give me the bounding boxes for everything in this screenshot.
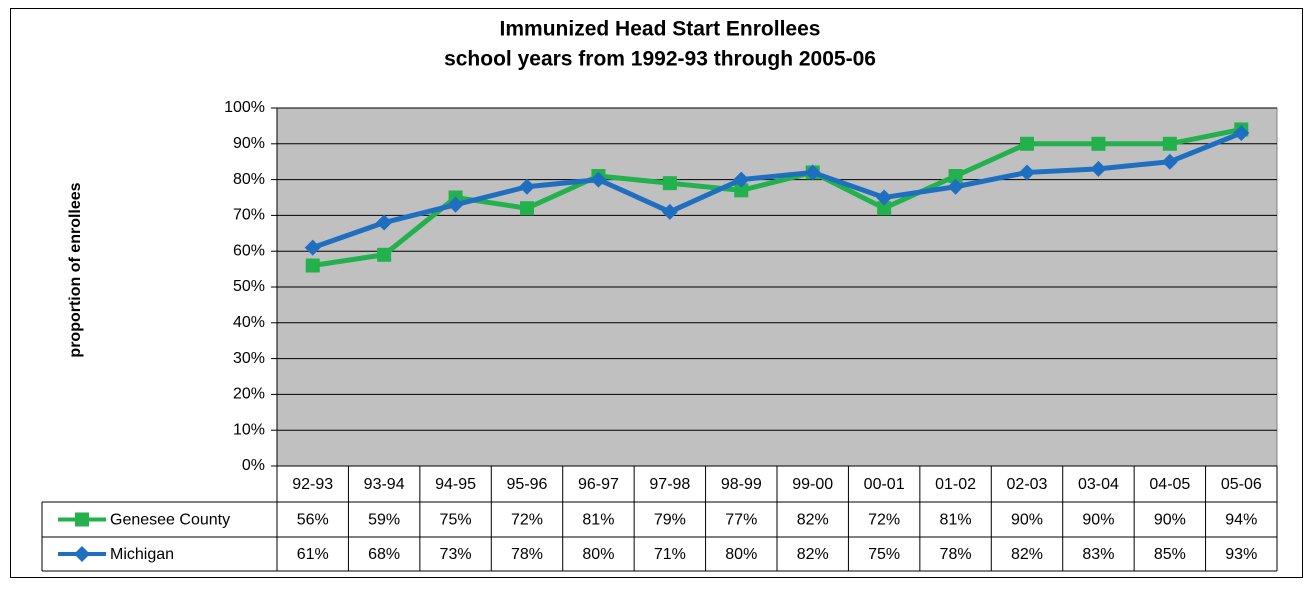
- table-value: 93%: [1225, 546, 1257, 563]
- x-tick-label: 99-00: [792, 476, 833, 493]
- y-tick-label: 80%: [233, 171, 265, 188]
- y-axis-label: proportion of enrollees: [67, 182, 84, 357]
- table-value: 79%: [654, 512, 686, 529]
- x-tick-label: 94-95: [435, 476, 476, 493]
- marker: [520, 201, 534, 216]
- table-value: 68%: [368, 546, 400, 563]
- marker: [1019, 164, 1035, 181]
- table-value: 90%: [1154, 512, 1186, 529]
- table-value: 75%: [440, 512, 472, 529]
- marker: [1090, 160, 1107, 177]
- marker: [304, 239, 321, 256]
- table-value: 61%: [297, 546, 329, 563]
- y-tick-label: 100%: [224, 99, 265, 116]
- marker: [305, 258, 320, 273]
- table-value: 78%: [940, 546, 972, 563]
- chart-title: Immunized Head Start Enrollees: [500, 18, 821, 41]
- table-value: 72%: [868, 512, 900, 529]
- marker: [1161, 153, 1178, 170]
- marker: [75, 512, 89, 527]
- marker: [877, 201, 892, 216]
- marker: [733, 171, 750, 188]
- x-tick-label: 92-93: [292, 476, 333, 493]
- x-tick-label: 93-94: [364, 476, 405, 493]
- table-value: 59%: [368, 512, 400, 529]
- marker: [519, 178, 535, 195]
- y-tick-label: 60%: [233, 242, 265, 259]
- marker: [947, 178, 964, 195]
- marker: [948, 169, 963, 184]
- chart-subtitle: school years from 1992-93 through 2005-0…: [444, 48, 876, 71]
- table-value: 72%: [511, 512, 543, 529]
- table-value: 83%: [1082, 546, 1114, 563]
- table-value: 94%: [1225, 512, 1257, 529]
- y-tick-label: 10%: [233, 421, 265, 438]
- x-tick-label: 01-02: [935, 476, 976, 493]
- table-value: 80%: [582, 546, 614, 563]
- marker: [1233, 125, 1250, 142]
- table-value: 82%: [797, 546, 829, 563]
- table-value: 56%: [297, 512, 329, 529]
- marker: [804, 164, 821, 181]
- table-value: 82%: [797, 512, 829, 529]
- marker: [74, 546, 90, 562]
- x-tick-label: 97-98: [649, 476, 690, 493]
- marker: [662, 176, 677, 191]
- marker: [590, 171, 607, 188]
- marker: [447, 196, 464, 213]
- marker: [661, 203, 678, 220]
- marker: [1091, 136, 1106, 151]
- table-value: 78%: [511, 546, 543, 563]
- y-tick-label: 0%: [242, 457, 265, 474]
- y-tick-label: 50%: [233, 278, 265, 295]
- marker: [1020, 136, 1034, 151]
- table-value: 81%: [940, 512, 972, 529]
- x-tick-label: 96-97: [578, 476, 619, 493]
- marker: [734, 183, 749, 198]
- marker: [876, 189, 893, 206]
- legend-label: Michigan: [110, 546, 174, 563]
- table-value: 90%: [1011, 512, 1043, 529]
- marker: [376, 214, 393, 231]
- table-value: 81%: [582, 512, 614, 529]
- x-tick-label: 95-96: [507, 476, 548, 493]
- table-value: 80%: [725, 546, 757, 563]
- table-value: 75%: [868, 546, 900, 563]
- table-value: 85%: [1154, 546, 1186, 563]
- table-value: 71%: [654, 546, 686, 563]
- table-value: 73%: [440, 546, 472, 563]
- marker: [1162, 136, 1177, 151]
- x-tick-label: 98-99: [721, 476, 762, 493]
- legend-label: Genesee County: [110, 512, 230, 529]
- table-value: 90%: [1082, 512, 1114, 529]
- y-tick-label: 90%: [233, 135, 265, 152]
- x-tick-label: 04-05: [1149, 476, 1190, 493]
- x-tick-label: 03-04: [1078, 476, 1119, 493]
- y-tick-label: 30%: [233, 350, 265, 367]
- series-line: [311, 130, 1243, 250]
- y-tick-label: 40%: [233, 314, 265, 331]
- y-tick-label: 70%: [233, 207, 265, 224]
- x-tick-label: 00-01: [864, 476, 905, 493]
- marker: [377, 247, 392, 262]
- y-tick-label: 20%: [233, 386, 265, 403]
- table-value: 77%: [725, 512, 757, 529]
- table-value: 82%: [1011, 546, 1043, 563]
- x-tick-label: 02-03: [1007, 476, 1048, 493]
- x-tick-label: 05-06: [1221, 476, 1262, 493]
